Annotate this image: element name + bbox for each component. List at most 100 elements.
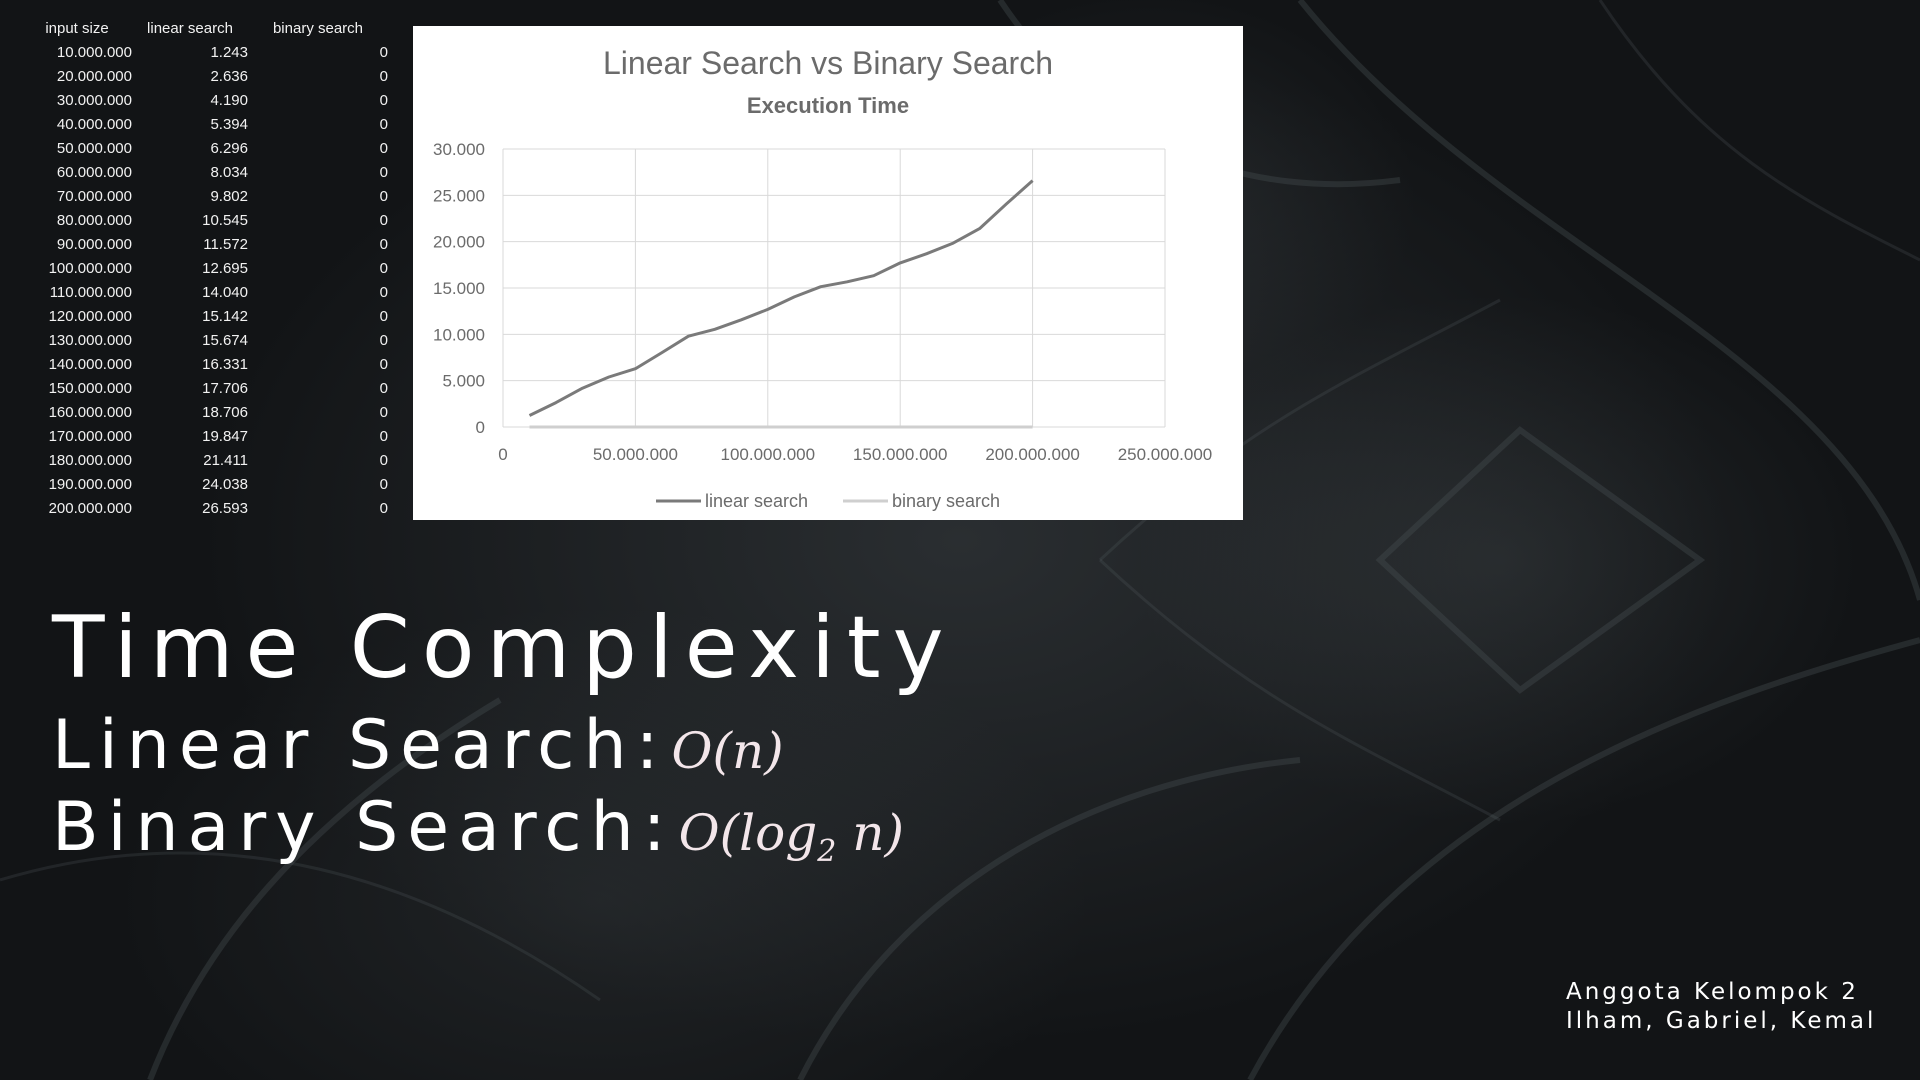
table-row: 150.000.000 17.706 0 [22, 376, 388, 400]
table-row: 90.000.000 11.572 0 [22, 232, 388, 256]
cell-binary-search: 0 [379, 43, 388, 61]
cell-linear-search: 24.038 [202, 475, 248, 493]
cell-input-size: 70.000.000 [56, 187, 132, 205]
members-heading: Anggota Kelompok 2 [1566, 979, 1859, 1005]
cell-linear-search: 8.034 [210, 163, 248, 181]
cell-binary-search: 0 [379, 307, 388, 325]
cell-binary-search: 0 [379, 91, 388, 109]
cell-linear-search: 6.296 [210, 139, 248, 157]
cell-binary-search: 0 [379, 331, 388, 349]
table-row: 30.000.000 4.190 0 [22, 88, 388, 112]
cell-binary-search: 0 [379, 379, 388, 397]
series-line-linear-search [528, 179, 1034, 417]
cell-linear-search: 11.572 [203, 235, 248, 253]
cell-input-size: 20.000.000 [56, 67, 132, 85]
cell-linear-search: 15.142 [202, 307, 248, 325]
cell-binary-search: 0 [379, 355, 388, 373]
cell-input-size: 120.000.000 [48, 307, 132, 325]
chart-panel: Linear Search vs Binary Search Execution… [413, 26, 1243, 520]
cell-binary-search: 0 [379, 211, 388, 229]
x-tick-label: 200.000.000 [985, 445, 1080, 464]
x-tick-label: 50.000.000 [593, 445, 678, 464]
data-table: input size linear search binary search 1… [22, 16, 388, 520]
cell-linear-search: 21.411 [203, 451, 248, 469]
y-tick-label: 20.000 [433, 233, 485, 252]
binary-formula-prefix: O(log [678, 804, 818, 862]
cell-linear-search: 4.190 [210, 91, 248, 109]
binary-formula-suffix: n) [836, 804, 904, 862]
table-row: 130.000.000 15.674 0 [22, 328, 388, 352]
y-tick-label: 10.000 [433, 325, 485, 344]
cell-input-size: 80.000.000 [56, 211, 132, 229]
binary-search-label: Binary Search: [52, 788, 675, 867]
cell-input-size: 10.000.000 [56, 43, 132, 61]
table-row: 110.000.000 14.040 0 [22, 280, 388, 304]
y-tick-label: 5.000 [442, 372, 485, 391]
cell-linear-search: 1.243 [210, 43, 248, 61]
table-row: 10.000.000 1.243 0 [22, 40, 388, 64]
cell-binary-search: 0 [379, 283, 388, 301]
cell-linear-search: 10.545 [202, 211, 248, 229]
cell-binary-search: 0 [379, 139, 388, 157]
column-header-input-size: input size [45, 19, 109, 37]
cell-binary-search: 0 [379, 451, 388, 469]
cell-input-size: 140.000.000 [48, 355, 132, 373]
cell-input-size: 160.000.000 [48, 403, 132, 421]
cell-input-size: 90.000.000 [56, 235, 132, 253]
table-row: 160.000.000 18.706 0 [22, 400, 388, 424]
cell-linear-search: 14.040 [202, 283, 248, 301]
linear-search-formula: O(n) [671, 722, 784, 780]
column-header-linear-search: linear search [147, 19, 233, 37]
cell-binary-search: 0 [379, 475, 388, 493]
table-row: 40.000.000 5.394 0 [22, 112, 388, 136]
cell-binary-search: 0 [379, 403, 388, 421]
cell-linear-search: 18.706 [202, 403, 248, 421]
x-tick-label: 250.000.000 [1118, 445, 1213, 464]
cell-linear-search: 15.674 [202, 331, 248, 349]
cell-binary-search: 0 [379, 67, 388, 85]
cell-input-size: 200.000.000 [48, 499, 132, 517]
cell-input-size: 30.000.000 [56, 91, 132, 109]
y-tick-label: 0 [476, 418, 485, 437]
cell-input-size: 130.000.000 [48, 331, 132, 349]
group-members: Anggota Kelompok 2 Ilham, Gabriel, Kemal [1566, 978, 1876, 1036]
chart-series [528, 179, 1034, 429]
table-header-row: input size linear search binary search [22, 16, 388, 40]
column-header-binary-search: binary search [272, 19, 364, 37]
table-row: 180.000.000 21.411 0 [22, 448, 388, 472]
binary-search-formula: O(log2 n) [678, 804, 904, 869]
cell-binary-search: 0 [379, 259, 388, 277]
table-row: 170.000.000 19.847 0 [22, 424, 388, 448]
cell-binary-search: 0 [379, 187, 388, 205]
legend-label-binary-search: binary search [892, 491, 1000, 511]
x-tick-label: 150.000.000 [853, 445, 948, 464]
cell-input-size: 150.000.000 [48, 379, 132, 397]
cell-binary-search: 0 [379, 499, 388, 517]
cell-linear-search: 16.331 [202, 355, 248, 373]
chart-tick-labels: 0 5.000 10.000 15.000 20.000 25.000 30.000 0 50.… [433, 140, 1212, 464]
cell-input-size: 180.000.000 [48, 451, 132, 469]
cell-input-size: 40.000.000 [56, 115, 132, 133]
table-row: 60.000.000 8.034 0 [22, 160, 388, 184]
chart-subtitle: Execution Time [747, 93, 909, 118]
table-row: 70.000.000 9.802 0 [22, 184, 388, 208]
cell-linear-search: 2.636 [210, 67, 248, 85]
cell-linear-search: 26.593 [202, 499, 248, 517]
table-row: 80.000.000 10.545 0 [22, 208, 388, 232]
linear-search-complexity: Linear Search:O(n) [52, 706, 784, 785]
legend-label-linear-search: linear search [705, 491, 808, 511]
cell-input-size: 110.000.000 [49, 283, 132, 301]
slide-title: Time Complexity [52, 598, 956, 698]
table-row: 200.000.000 26.593 0 [22, 496, 388, 520]
chart-title: Linear Search vs Binary Search [603, 45, 1053, 81]
cell-binary-search: 0 [379, 235, 388, 253]
table-row: 190.000.000 24.038 0 [22, 472, 388, 496]
chart-gridlines [502, 148, 1166, 428]
y-tick-label: 15.000 [433, 279, 485, 298]
cell-binary-search: 0 [379, 427, 388, 445]
cell-linear-search: 19.847 [202, 427, 248, 445]
chart-legend: linear search binary search [656, 491, 1000, 511]
cell-linear-search: 17.706 [202, 379, 248, 397]
table-row: 20.000.000 2.636 0 [22, 64, 388, 88]
